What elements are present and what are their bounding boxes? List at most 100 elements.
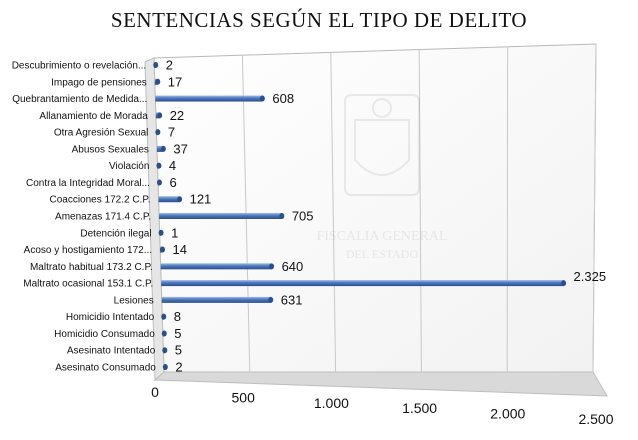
bar-body <box>159 213 282 219</box>
gridline <box>418 49 422 373</box>
bar <box>155 112 163 119</box>
chart-title: SENTENCIAS SEGÚN EL TIPO DE DELITO <box>110 8 528 32</box>
bar <box>156 145 166 152</box>
bar-cap <box>158 229 164 236</box>
bar <box>158 196 183 203</box>
value-label: 4 <box>169 158 176 173</box>
bar <box>156 162 162 169</box>
bar <box>161 280 567 287</box>
category-label: Descubrimiento o revelación... <box>12 61 147 72</box>
bar-cap <box>161 313 167 320</box>
category-label: Lesiones <box>114 295 154 306</box>
category-label: Coacciones 172.2 C.P. <box>49 195 150 206</box>
category-label: Homicidio Intentado <box>66 312 155 323</box>
bar-cap <box>279 213 285 219</box>
bar-cap <box>177 196 183 203</box>
category-label: Impago de pensiones <box>51 77 147 88</box>
category-label: Violación <box>109 161 149 172</box>
bar-cap <box>155 129 161 136</box>
gridline <box>592 43 597 373</box>
bar-body <box>161 296 271 303</box>
bar-body <box>156 145 164 152</box>
bar <box>161 313 167 320</box>
value-label: 8 <box>174 309 181 324</box>
tick-label: 0 <box>151 384 159 400</box>
value-label: 2 <box>166 58 173 73</box>
bar-cap <box>157 112 163 119</box>
bar-body <box>160 263 272 270</box>
bar <box>161 330 167 337</box>
value-label: 6 <box>169 175 176 190</box>
category-label: Detención ilegal <box>80 228 151 239</box>
bar-cap <box>561 280 567 287</box>
bar-body <box>161 280 564 287</box>
back-wall <box>153 43 597 373</box>
value-label: 631 <box>281 292 303 307</box>
value-label: 1 <box>171 225 178 240</box>
bar-body <box>158 196 180 203</box>
bar <box>159 213 285 219</box>
category-label: Otra Agresión Sexual <box>54 128 149 139</box>
category-label: Acoso y hostigamiento 172... <box>24 245 152 256</box>
category-label: Amenazas 171.4 C.P. <box>55 212 151 223</box>
bar <box>160 263 275 270</box>
category-label: Asesinato Intentado <box>67 346 156 357</box>
value-label: 14 <box>173 242 187 257</box>
category-labels: Descubrimiento o revelación... Impago de … <box>12 61 157 374</box>
tick-label: 1.500 <box>402 400 437 416</box>
bar-cap <box>153 62 159 68</box>
bar <box>154 78 161 85</box>
value-label: 5 <box>174 326 181 341</box>
bar-cap <box>155 78 161 85</box>
bar-cap <box>268 296 274 303</box>
emblem-watermark: FISCALIA GENERAL DEL ESTADO <box>316 94 448 261</box>
value-label: 2.325 <box>574 269 607 284</box>
value-label: 2 <box>175 360 182 375</box>
category-label: Asesinato Consumado <box>55 363 156 374</box>
value-label: 640 <box>282 259 304 274</box>
bar <box>161 296 274 303</box>
bar-cap <box>161 330 167 337</box>
tick-label: 500 <box>232 389 256 405</box>
svg-text:FISCALIA GENERAL: FISCALIA GENERAL <box>316 229 447 244</box>
svg-text:DEL ESTADO: DEL ESTADO <box>346 247 419 261</box>
value-label: 5 <box>175 343 182 358</box>
bar-cap <box>156 179 162 186</box>
bar <box>155 129 161 136</box>
bar-cap <box>259 95 265 102</box>
category-label: Maltrato habitual 173.2 C.P. <box>30 262 153 273</box>
category-label: Allanamiento de Morada <box>39 111 148 122</box>
tick-label: 2.500 <box>578 411 613 427</box>
bar <box>153 62 159 68</box>
bars <box>153 62 567 370</box>
bar <box>155 95 265 102</box>
value-label: 17 <box>168 74 182 89</box>
category-label: Abusos Sexuales <box>72 144 149 155</box>
category-label: Homicidio Consumado <box>54 329 155 340</box>
value-label: 37 <box>173 141 187 156</box>
bar <box>158 229 164 236</box>
value-label: 121 <box>190 192 212 207</box>
tick-label: 2.000 <box>490 406 525 422</box>
value-label: 608 <box>272 91 294 106</box>
bar-cap <box>269 263 275 270</box>
bar-cap <box>162 347 168 354</box>
gridline <box>330 52 337 373</box>
gridlines <box>241 43 597 373</box>
x-axis-ticks: 0 500 1.000 1.500 2.000 2.500 <box>151 384 614 427</box>
bar-cap <box>156 162 162 169</box>
tick-label: 1.000 <box>314 395 349 411</box>
value-label: 22 <box>170 108 184 123</box>
bar-body <box>155 95 263 102</box>
value-label: 705 <box>292 209 314 224</box>
bar-cap <box>160 145 166 152</box>
category-label: Contra la Integridad Moral... <box>26 178 150 189</box>
value-label: 7 <box>168 125 175 140</box>
bar-cap <box>162 364 168 370</box>
bar <box>156 179 162 186</box>
bar <box>162 347 168 354</box>
floor <box>153 371 608 397</box>
category-label: Quebrantamiento de Medida... <box>12 94 147 105</box>
